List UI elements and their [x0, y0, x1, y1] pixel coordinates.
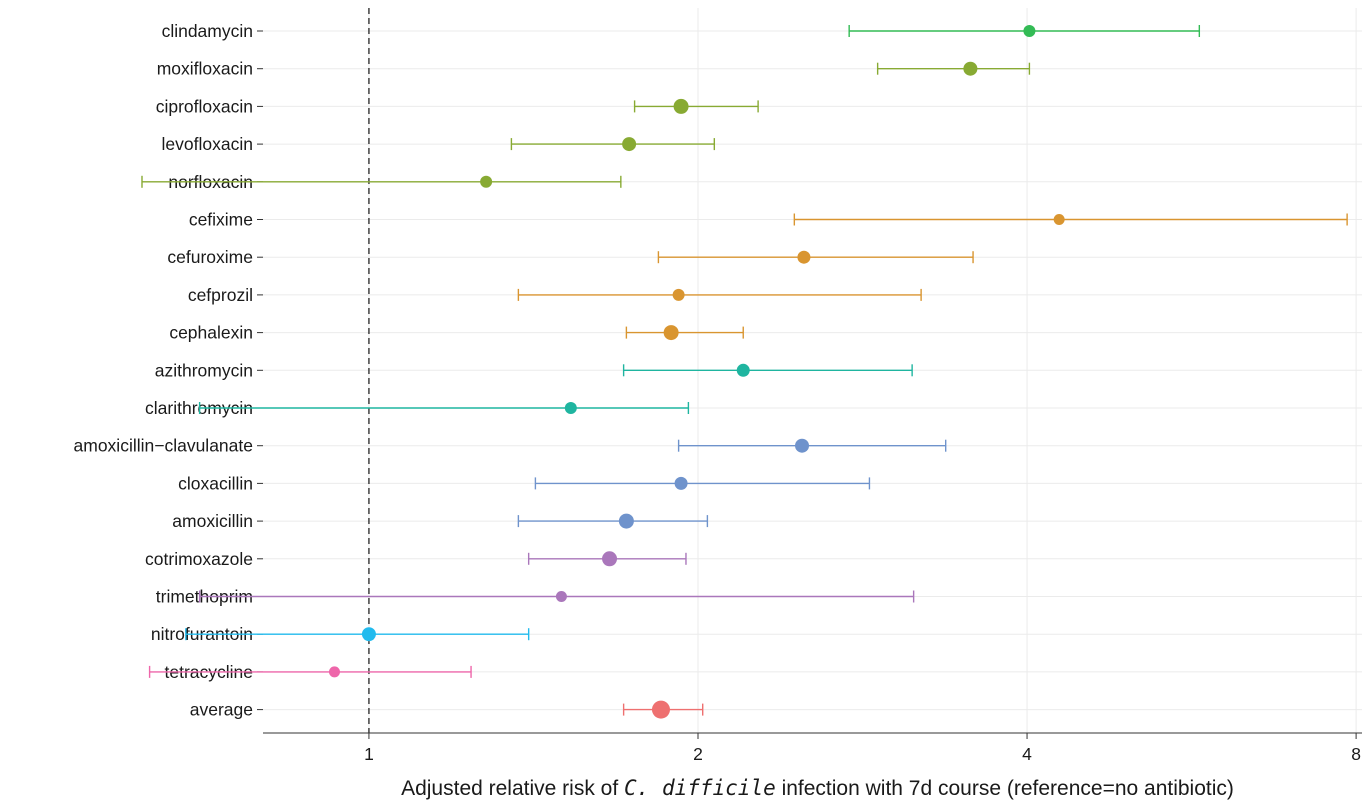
estimate-point	[673, 98, 689, 114]
estimate-point	[618, 513, 634, 529]
estimate-point	[963, 61, 978, 76]
estimate-point	[797, 250, 811, 264]
axis-layer: clindamycin moxifloxacin ciprofloxacin levo…	[74, 21, 1362, 764]
estimate-point	[622, 137, 637, 152]
x-axis-title-organism: C. difficile	[624, 776, 776, 800]
x-tick-label: 2	[693, 744, 703, 764]
estimate-point	[564, 402, 577, 414]
category-label: cotrimoxazole	[145, 549, 253, 569]
estimate-point	[651, 700, 670, 719]
category-label: amoxicillin	[172, 511, 253, 531]
estimate-point	[736, 363, 750, 377]
category-label: average	[190, 700, 253, 720]
estimate-point	[602, 551, 618, 567]
category-label: levofloxacin	[162, 134, 253, 154]
x-axis-title-part-3: infection with 7d course (reference=no a…	[776, 777, 1234, 800]
estimate-point	[672, 288, 685, 301]
x-tick-label: 8	[1351, 744, 1361, 764]
x-axis-title-part-1: Adjusted relative risk of	[401, 777, 624, 800]
category-label: cefuroxime	[167, 247, 253, 267]
category-label: clindamycin	[162, 21, 253, 41]
category-label: cephalexin	[169, 323, 253, 343]
category-label: azithromycin	[155, 360, 253, 380]
estimate-point	[1053, 214, 1065, 225]
estimate-point	[480, 175, 493, 188]
category-label: ciprofloxacin	[156, 96, 253, 116]
category-label: moxifloxacin	[157, 59, 253, 79]
estimate-point	[1023, 25, 1036, 37]
estimate-point	[663, 325, 679, 341]
mark-layer	[141, 25, 1348, 719]
estimate-point	[328, 666, 340, 678]
category-label: cloxacillin	[178, 473, 253, 493]
estimate-point	[674, 476, 688, 490]
estimate-point	[555, 591, 567, 602]
category-label: amoxicillin−clavulanate	[74, 436, 253, 456]
x-axis-title: Adjusted relative risk of C. difficile i…	[401, 776, 1234, 800]
estimate-point	[361, 627, 376, 642]
x-tick-label: 4	[1022, 744, 1032, 764]
category-label: cefprozil	[188, 285, 253, 305]
estimate-point	[795, 438, 810, 453]
category-label: cefixime	[189, 210, 253, 230]
x-tick-label: 1	[364, 744, 374, 764]
